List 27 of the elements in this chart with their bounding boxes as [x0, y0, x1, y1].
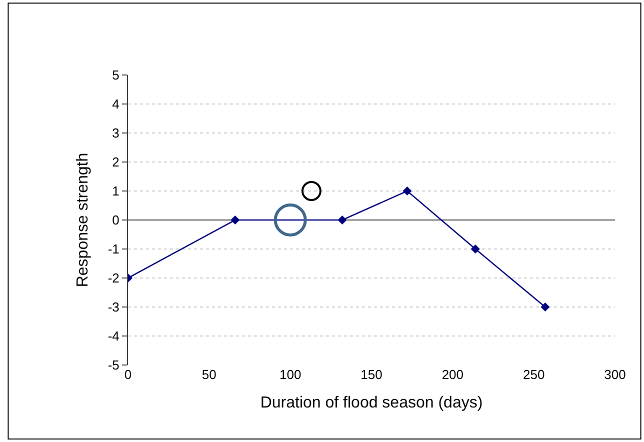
point — [470, 244, 480, 254]
y-tick-label: 5 — [112, 68, 120, 83]
x-tick-label: 250 — [522, 367, 545, 382]
y-axis-title: Response strength — [74, 152, 92, 288]
x-axis-title: Duration of flood season (days) — [260, 394, 483, 412]
x-tick-label: 50 — [202, 367, 216, 382]
x-tick-label: 200 — [442, 367, 464, 382]
point — [274, 204, 307, 236]
x-tick-label: 100 — [279, 367, 302, 382]
x-tick-label: 0 — [124, 367, 132, 382]
y-tick-label: -4 — [108, 328, 120, 344]
y-tick-label: 0 — [112, 212, 120, 228]
y-tick-label: 3 — [112, 126, 120, 141]
y-tick-label: 2 — [112, 154, 120, 170]
point — [338, 215, 347, 225]
x-tick-label: 300 — [604, 367, 626, 382]
point — [301, 181, 322, 201]
y-tick-label: -3 — [108, 300, 120, 315]
point — [402, 186, 412, 196]
point — [230, 215, 240, 225]
x-tick-label: 150 — [360, 367, 382, 382]
point — [540, 302, 550, 312]
y-tick-label: 1 — [112, 184, 120, 199]
y-tick-label: -5 — [108, 358, 120, 373]
y-tick-label: -1 — [108, 242, 120, 257]
y-tick-label: -2 — [108, 270, 120, 286]
y-tick-label: 4 — [112, 96, 120, 112]
